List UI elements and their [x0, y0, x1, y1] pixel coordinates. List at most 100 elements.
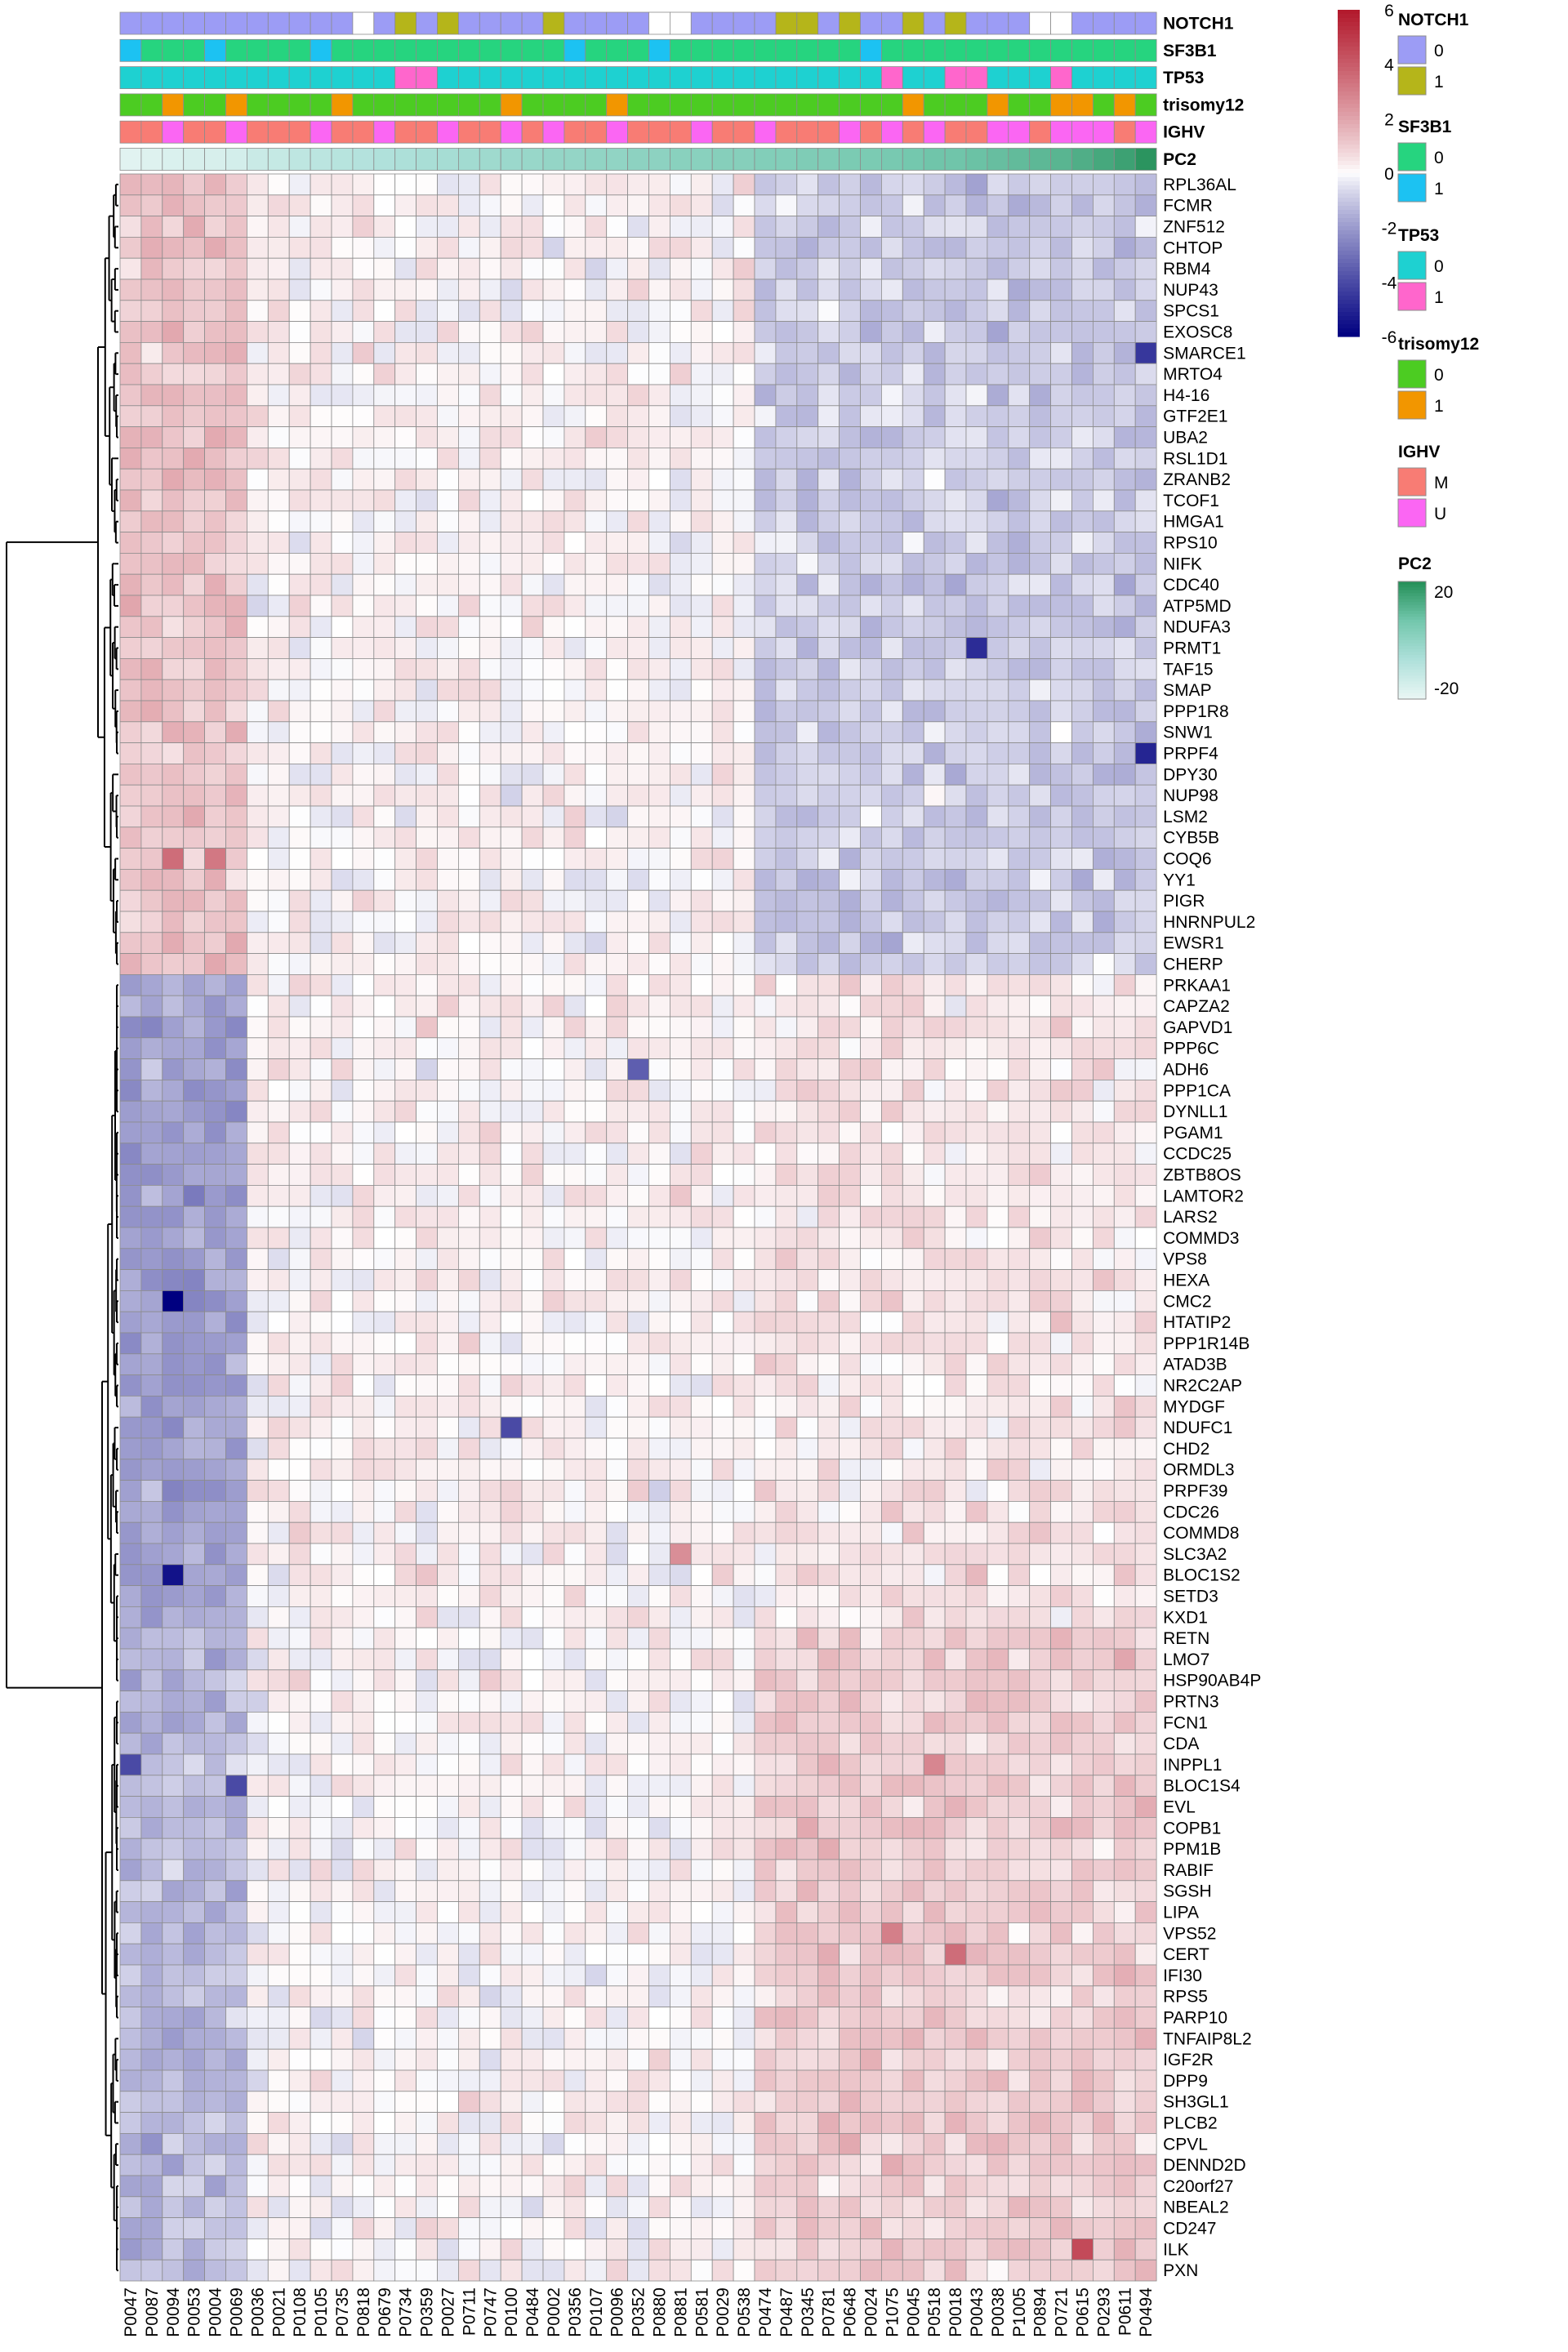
heatmap-cell: [479, 721, 501, 743]
heatmap-cell: [923, 300, 946, 322]
annotation-cell: [564, 66, 586, 89]
heatmap-cell: [1093, 1521, 1115, 1544]
heatmap-cell: [1008, 1648, 1031, 1671]
heatmap-cell: [796, 1205, 819, 1228]
heatmap-cell: [521, 1985, 544, 2008]
heatmap-cell: [1050, 1248, 1072, 1271]
heatmap-cell: [246, 1480, 269, 1502]
heatmap-cell: [246, 595, 269, 617]
heatmap-cell: [1050, 974, 1072, 996]
heatmap-cell: [1050, 321, 1072, 343]
heatmap-cell: [817, 1269, 840, 1291]
heatmap-cell: [585, 1796, 608, 1818]
heatmap-cell: [394, 1859, 417, 1882]
heatmap-cell: [627, 1374, 649, 1396]
heatmap-cell: [902, 468, 924, 491]
heatmap-cell: [267, 1690, 290, 1713]
heatmap-cell: [987, 1058, 1009, 1080]
heatmap-cell: [500, 1480, 523, 1502]
heatmap-cell: [711, 1121, 734, 1144]
heatmap-cell: [288, 384, 311, 407]
annotation-cell: [204, 148, 226, 171]
heatmap-cell: [225, 1711, 247, 1734]
heatmap-cell: [648, 1269, 670, 1291]
heatmap-cell: [1008, 1922, 1031, 1944]
annotation-cell: [1134, 120, 1157, 144]
heatmap-cell: [373, 784, 396, 807]
annotation-cell: [479, 93, 501, 117]
heatmap-cell: [606, 1838, 629, 1860]
heatmap-cell: [817, 1922, 840, 1944]
heatmap-cell: [500, 278, 523, 301]
heatmap-cell: [1093, 510, 1115, 532]
heatmap-cell: [944, 995, 967, 1018]
heatmap-cell: [1008, 805, 1031, 828]
heatmap-cell: [564, 1100, 586, 1123]
heatmap-cell: [627, 1775, 649, 1797]
heatmap-cell: [225, 1374, 247, 1396]
heatmap-cell: [1134, 869, 1157, 891]
heatmap-cell: [1071, 1775, 1094, 1797]
heatmap-cell: [839, 1205, 861, 1228]
heatmap-cell: [204, 1775, 226, 1797]
heatmap-cell: [373, 805, 396, 828]
heatmap-cell: [711, 1185, 734, 1207]
heatmap-cell: [733, 216, 755, 238]
heatmap-cell: [183, 1164, 205, 1186]
heatmap-cell: [416, 805, 438, 828]
heatmap-cell: [162, 1016, 185, 1039]
heatmap-cell: [204, 468, 226, 491]
heatmap-cell: [331, 1859, 354, 1882]
heatmap-cell: [1134, 1037, 1157, 1060]
heatmap-cell: [564, 194, 586, 217]
heatmap-cell: [796, 1901, 819, 1923]
heatmap-cell: [944, 300, 967, 322]
heatmap-cell: [140, 1185, 163, 1207]
heatmap-cell: [1134, 1205, 1157, 1228]
heatmap-cell: [204, 1585, 226, 1607]
heatmap-cell: [1071, 405, 1094, 427]
heatmap-cell: [267, 995, 290, 1018]
heatmap-cell: [987, 700, 1009, 723]
heatmap-cell: [1050, 1585, 1072, 1607]
annotation-cell: [479, 148, 501, 171]
heatmap-cell: [670, 1185, 692, 1207]
heatmap-cell: [754, 1121, 777, 1144]
heatmap-cell: [246, 257, 269, 280]
heatmap-cell: [183, 448, 205, 470]
heatmap-cell: [839, 1901, 861, 1923]
heatmap-cell: [775, 1311, 798, 1334]
heatmap-cell: [437, 1964, 459, 1987]
heatmap-cell: [521, 742, 544, 764]
heatmap-cell: [183, 974, 205, 996]
heatmap-cell: [711, 595, 734, 617]
heatmap-cell: [500, 721, 523, 743]
annotation-cell: [1113, 93, 1136, 117]
annotation-cell: [140, 66, 163, 89]
heatmap-cell: [1093, 1922, 1115, 1944]
heatmap-cell: [310, 257, 332, 280]
heatmap-cell: [246, 1816, 269, 1839]
heatmap-cell: [542, 1353, 565, 1376]
heatmap-cell: [564, 595, 586, 617]
heatmap-cell: [796, 532, 819, 554]
heatmap-cell: [310, 405, 332, 427]
heatmap-cell: [881, 1269, 903, 1291]
heatmap-cell: [1093, 1121, 1115, 1144]
annotation-cell: [225, 148, 247, 171]
heatmap-cell: [437, 1922, 459, 1944]
annotation-cell: [119, 11, 142, 35]
heatmap-cell: [246, 405, 269, 427]
heatmap-cell: [437, 721, 459, 743]
heatmap-cell: [500, 700, 523, 723]
heatmap-cell: [627, 573, 649, 596]
heatmap-cell: [1113, 1164, 1136, 1186]
annotation-cell: [310, 11, 332, 35]
heatmap-cell: [183, 1521, 205, 1544]
heatmap-cell: [1093, 1648, 1115, 1671]
heatmap-cell: [1093, 1037, 1115, 1060]
heatmap-cell: [500, 1121, 523, 1144]
heatmap-cell: [479, 616, 501, 638]
heatmap-cell: [162, 1037, 185, 1060]
heatmap-cell: [162, 489, 185, 512]
